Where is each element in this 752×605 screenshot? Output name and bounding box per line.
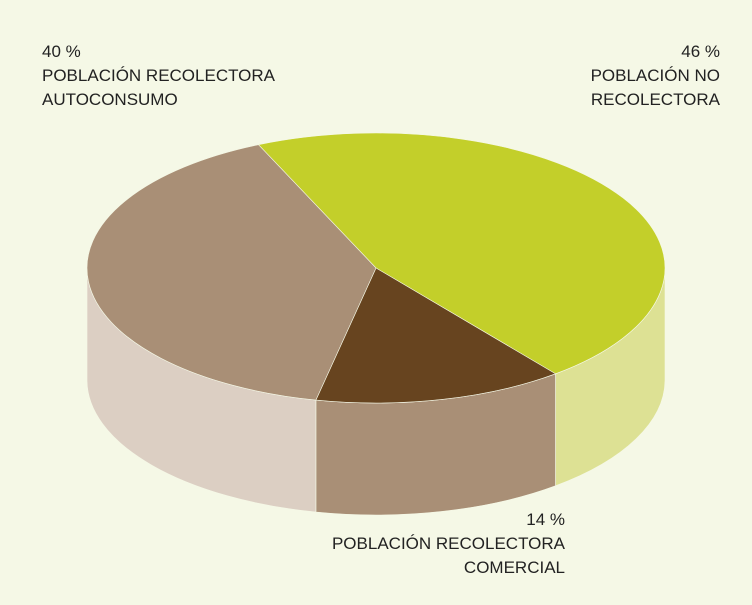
category-label: POBLACIÓN RECOLECTORA AUTOCONSUMO bbox=[42, 66, 276, 109]
value-label: 14 % bbox=[526, 510, 565, 529]
value-label: 46 % bbox=[681, 42, 720, 61]
slice bbox=[257, 132, 666, 375]
slice bbox=[315, 267, 557, 404]
category-label: POBLACIÓN RECOLECTORA COMERCIAL bbox=[331, 534, 565, 577]
slice bbox=[86, 144, 377, 401]
category-label: POBLACIÓN NO RECOLECTORA bbox=[590, 66, 720, 109]
slice-label: 40 % POBLACIÓN RECOLECTORA AUTOCONSUMO bbox=[42, 40, 275, 112]
value-label: 40 % bbox=[42, 42, 81, 61]
slice-label: 14 % POBLACIÓN RECOLECTORA COMERCIAL bbox=[332, 508, 565, 580]
slice-label: 46 % POBLACIÓN NO RECOLECTORA bbox=[591, 40, 720, 112]
